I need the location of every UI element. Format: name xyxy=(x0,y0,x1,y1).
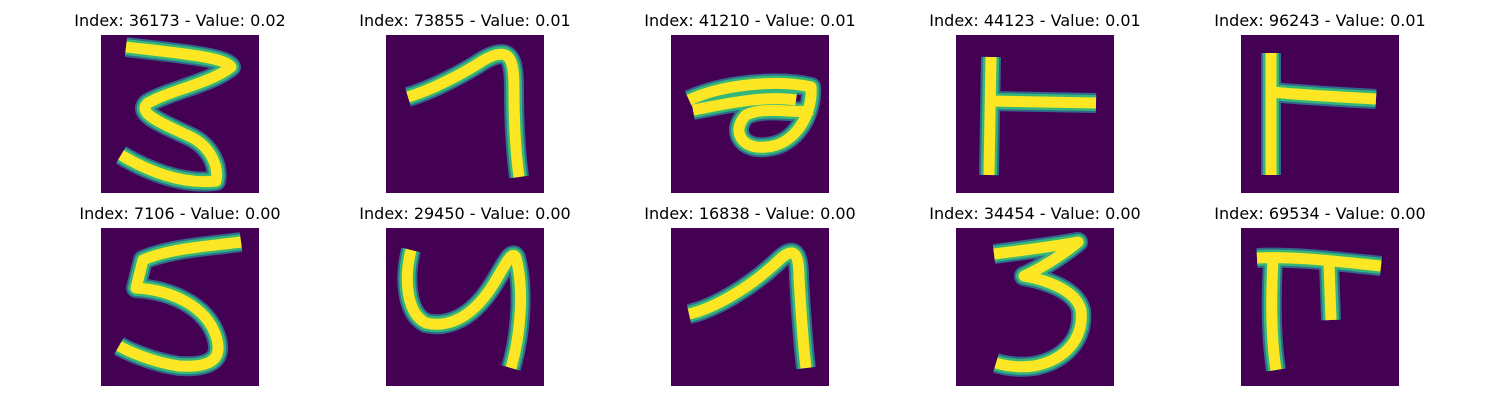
digit-stroke xyxy=(1263,53,1377,175)
grid-panel: Index: 16838 - Value: 0.00 xyxy=(600,193,900,386)
grid-panel: Index: 29450 - Value: 0.00 xyxy=(315,193,615,386)
digit-image xyxy=(101,228,259,386)
panel-title: Index: 69534 - Value: 0.00 xyxy=(1214,204,1426,223)
digit-stroke xyxy=(687,247,812,369)
panel-title: Index: 16838 - Value: 0.00 xyxy=(644,204,856,223)
digit-image xyxy=(1241,228,1399,386)
grid-panel: Index: 7106 - Value: 0.00 xyxy=(30,193,330,386)
grid-panel: Index: 44123 - Value: 0.01 xyxy=(885,0,1185,193)
digit-stroke xyxy=(118,41,237,188)
digit-image xyxy=(956,228,1114,386)
digit-stroke xyxy=(1261,53,1377,175)
digit-stroke xyxy=(1256,252,1382,371)
grid-panel: Index: 36173 - Value: 0.02 xyxy=(30,0,330,193)
panel-title: Index: 7106 - Value: 0.00 xyxy=(79,204,281,223)
digit-stroke xyxy=(983,56,1097,176)
digit-stroke xyxy=(1265,53,1377,175)
digit-image xyxy=(671,35,829,193)
digit-image xyxy=(101,35,259,193)
panel-title: Index: 41210 - Value: 0.01 xyxy=(644,11,856,30)
grid-panel: Index: 73855 - Value: 0.01 xyxy=(315,0,615,193)
digit-stroke xyxy=(116,236,242,372)
digit-image xyxy=(1241,35,1399,193)
grid-panel: Index: 34454 - Value: 0.00 xyxy=(885,193,1185,386)
grid-panel: Index: 69534 - Value: 0.00 xyxy=(1170,193,1470,386)
digit-stroke xyxy=(981,56,1097,176)
digit-stroke xyxy=(401,248,527,370)
grid-panel: Index: 41210 - Value: 0.01 xyxy=(600,0,900,193)
panel-title: Index: 29450 - Value: 0.00 xyxy=(359,204,571,223)
digit-image xyxy=(386,35,544,193)
digit-stroke xyxy=(406,48,525,178)
digit-image xyxy=(956,35,1114,193)
digit-stroke xyxy=(686,77,817,153)
digit-image xyxy=(671,228,829,386)
panel-title: Index: 36173 - Value: 0.02 xyxy=(74,11,286,30)
panel-title: Index: 34454 - Value: 0.00 xyxy=(929,204,1141,223)
digit-stroke xyxy=(993,236,1087,373)
panel-title: Index: 44123 - Value: 0.01 xyxy=(929,11,1141,30)
grid-panel: Index: 96243 - Value: 0.01 xyxy=(1170,0,1470,193)
digit-stroke xyxy=(979,56,1097,176)
panel-title: Index: 96243 - Value: 0.01 xyxy=(1214,11,1426,30)
panel-title: Index: 73855 - Value: 0.01 xyxy=(359,11,571,30)
digit-image xyxy=(386,228,544,386)
